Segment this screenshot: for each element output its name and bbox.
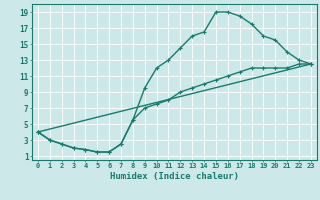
X-axis label: Humidex (Indice chaleur): Humidex (Indice chaleur) xyxy=(110,172,239,181)
